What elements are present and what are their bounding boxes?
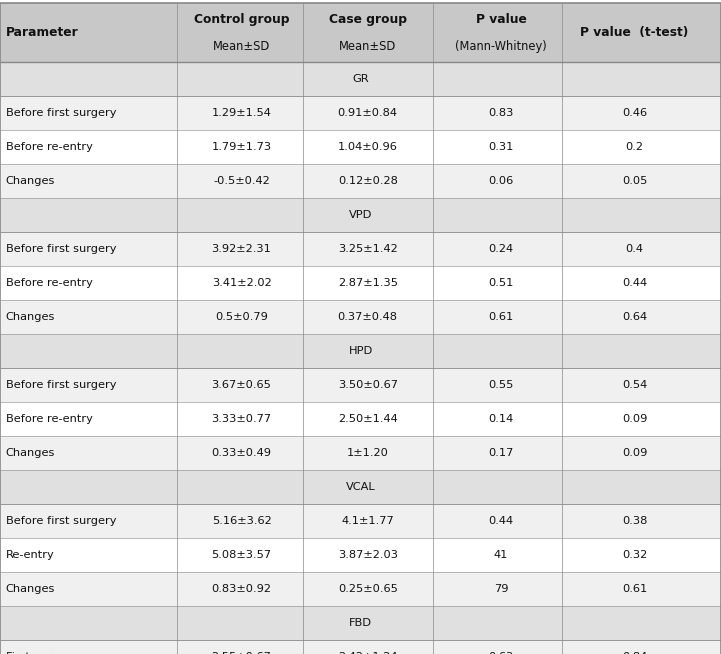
Bar xyxy=(0,164,721,198)
Text: 3.87±2.03: 3.87±2.03 xyxy=(337,550,398,560)
Text: 1.04±0.96: 1.04±0.96 xyxy=(337,142,398,152)
Text: 0.06: 0.06 xyxy=(488,176,514,186)
Bar xyxy=(0,504,721,538)
Text: VPD: VPD xyxy=(349,210,372,220)
Bar xyxy=(0,402,721,436)
Text: 0.2: 0.2 xyxy=(626,142,643,152)
Text: 0.44: 0.44 xyxy=(489,516,513,526)
Text: 0.17: 0.17 xyxy=(488,448,514,458)
Bar xyxy=(0,300,721,334)
Text: 4.1±1.77: 4.1±1.77 xyxy=(341,516,394,526)
Text: Changes: Changes xyxy=(6,312,55,322)
Text: Before first surgery: Before first surgery xyxy=(6,516,116,526)
Text: 3.25±1.42: 3.25±1.42 xyxy=(338,244,397,254)
Text: 2.42±1.24: 2.42±1.24 xyxy=(338,652,397,654)
Text: 0.84: 0.84 xyxy=(622,652,647,654)
Text: Before re-entry: Before re-entry xyxy=(6,278,92,288)
Text: 2.50±1.44: 2.50±1.44 xyxy=(338,414,397,424)
Bar xyxy=(0,436,721,470)
Bar xyxy=(0,232,721,266)
Text: 0.33±0.49: 0.33±0.49 xyxy=(211,448,272,458)
Text: Before re-entry: Before re-entry xyxy=(6,142,92,152)
Text: 0.31: 0.31 xyxy=(488,142,514,152)
Text: FBD: FBD xyxy=(349,618,372,628)
Text: 5.08±3.57: 5.08±3.57 xyxy=(211,550,272,560)
Text: 0.4: 0.4 xyxy=(626,244,643,254)
Bar xyxy=(0,96,721,130)
Text: 0.63: 0.63 xyxy=(488,652,514,654)
Text: Before first surgery: Before first surgery xyxy=(6,108,116,118)
Text: HPD: HPD xyxy=(348,346,373,356)
Text: 3.50±0.67: 3.50±0.67 xyxy=(337,380,398,390)
Text: Control group: Control group xyxy=(194,12,289,26)
Text: 0.14: 0.14 xyxy=(488,414,514,424)
Text: Re-entry: Re-entry xyxy=(6,550,55,560)
Text: 0.64: 0.64 xyxy=(622,312,647,322)
Text: Before re-entry: Before re-entry xyxy=(6,414,92,424)
Text: 0.09: 0.09 xyxy=(622,448,647,458)
Text: 1.79±1.73: 1.79±1.73 xyxy=(211,142,272,152)
Bar xyxy=(0,130,721,164)
Text: 3.33±0.77: 3.33±0.77 xyxy=(211,414,272,424)
Text: 0.51: 0.51 xyxy=(488,278,514,288)
Text: (Mann-Whitney): (Mann-Whitney) xyxy=(455,40,547,53)
Text: 0.25±0.65: 0.25±0.65 xyxy=(337,584,398,594)
Bar xyxy=(0,334,721,368)
Text: 0.12±0.28: 0.12±0.28 xyxy=(337,176,398,186)
Text: Parameter: Parameter xyxy=(6,26,79,39)
Text: 2.87±1.35: 2.87±1.35 xyxy=(337,278,398,288)
Text: 3.92±2.31: 3.92±2.31 xyxy=(211,244,272,254)
Text: 1.29±1.54: 1.29±1.54 xyxy=(211,108,272,118)
Bar xyxy=(0,572,721,606)
Bar xyxy=(0,266,721,300)
Text: Changes: Changes xyxy=(6,176,55,186)
Text: 3.41±2.02: 3.41±2.02 xyxy=(212,278,271,288)
Text: 0.91±0.84: 0.91±0.84 xyxy=(337,108,398,118)
Text: Before first surgery: Before first surgery xyxy=(6,380,116,390)
Text: P value: P value xyxy=(476,12,526,26)
Text: 0.55: 0.55 xyxy=(488,380,514,390)
Text: 41: 41 xyxy=(494,550,508,560)
Text: 0.83±0.92: 0.83±0.92 xyxy=(211,584,272,594)
Text: 2.55±0.67: 2.55±0.67 xyxy=(211,652,272,654)
Text: 0.46: 0.46 xyxy=(622,108,647,118)
Text: 0.32: 0.32 xyxy=(622,550,647,560)
Text: 0.61: 0.61 xyxy=(622,584,647,594)
Bar xyxy=(0,198,721,232)
Text: 3.67±0.65: 3.67±0.65 xyxy=(211,380,272,390)
Text: 0.09: 0.09 xyxy=(622,414,647,424)
Text: 1±1.20: 1±1.20 xyxy=(347,448,389,458)
Bar xyxy=(0,470,721,504)
Text: 5.16±3.62: 5.16±3.62 xyxy=(212,516,271,526)
Text: P value  (t-test): P value (t-test) xyxy=(580,26,689,39)
Text: Changes: Changes xyxy=(6,584,55,594)
Text: 0.38: 0.38 xyxy=(622,516,647,526)
Bar xyxy=(0,606,721,640)
Text: 0.61: 0.61 xyxy=(488,312,514,322)
Text: 0.24: 0.24 xyxy=(489,244,513,254)
Bar xyxy=(0,538,721,572)
Text: -0.5±0.42: -0.5±0.42 xyxy=(213,176,270,186)
Text: 0.37±0.48: 0.37±0.48 xyxy=(337,312,398,322)
Text: Mean±SD: Mean±SD xyxy=(339,40,397,53)
Bar xyxy=(0,3,721,62)
Bar xyxy=(0,368,721,402)
Text: 0.44: 0.44 xyxy=(622,278,647,288)
Text: 0.83: 0.83 xyxy=(488,108,514,118)
Text: Mean±SD: Mean±SD xyxy=(213,40,270,53)
Bar xyxy=(0,640,721,654)
Text: 79: 79 xyxy=(494,584,508,594)
Text: VCAL: VCAL xyxy=(345,482,376,492)
Text: Before first surgery: Before first surgery xyxy=(6,244,116,254)
Text: 0.5±0.79: 0.5±0.79 xyxy=(215,312,268,322)
Text: 0.05: 0.05 xyxy=(622,176,647,186)
Text: Changes: Changes xyxy=(6,448,55,458)
Bar xyxy=(0,62,721,96)
Text: GR: GR xyxy=(352,74,369,84)
Text: First surgery: First surgery xyxy=(6,652,76,654)
Text: Case group: Case group xyxy=(329,12,407,26)
Text: 0.54: 0.54 xyxy=(622,380,647,390)
